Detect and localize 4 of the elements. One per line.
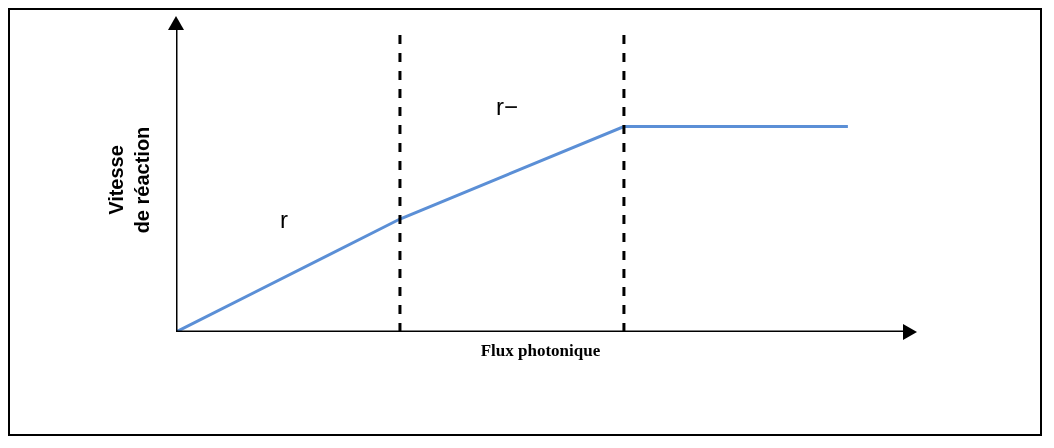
y-axis-title: Vitesse de réaction <box>104 126 153 234</box>
annotation: r <box>280 206 288 233</box>
x-axis-title: Flux photonique <box>480 341 601 361</box>
text: r− <box>496 93 519 120</box>
